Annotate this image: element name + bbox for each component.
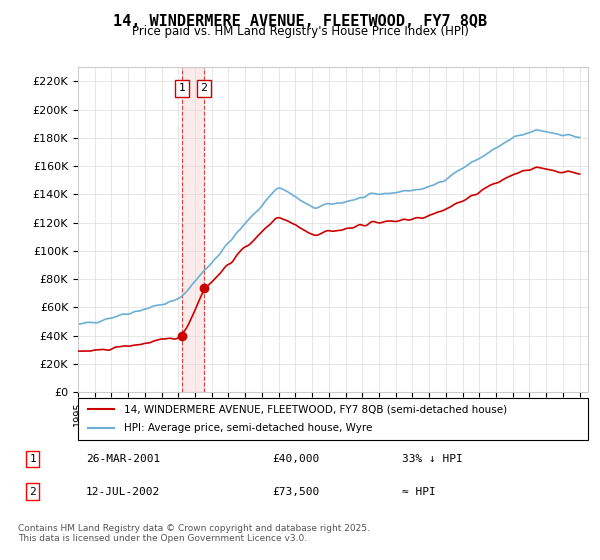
Text: 2: 2 [29,487,36,497]
Text: 14, WINDERMERE AVENUE, FLEETWOOD, FY7 8QB (semi-detached house): 14, WINDERMERE AVENUE, FLEETWOOD, FY7 8Q… [124,404,507,414]
Text: 14, WINDERMERE AVENUE, FLEETWOOD, FY7 8QB: 14, WINDERMERE AVENUE, FLEETWOOD, FY7 8Q… [113,14,487,29]
Text: ≈ HPI: ≈ HPI [401,487,435,497]
Text: 12-JUL-2002: 12-JUL-2002 [86,487,160,497]
Text: 1: 1 [179,83,185,94]
Text: £73,500: £73,500 [272,487,319,497]
Text: 26-MAR-2001: 26-MAR-2001 [86,454,160,464]
FancyBboxPatch shape [78,398,588,440]
Text: £40,000: £40,000 [272,454,319,464]
Bar [182,67,204,392]
Text: Contains HM Land Registry data © Crown copyright and database right 2025.
This d: Contains HM Land Registry data © Crown c… [18,524,370,543]
Text: Price paid vs. HM Land Registry's House Price Index (HPI): Price paid vs. HM Land Registry's House … [131,25,469,38]
Text: HPI: Average price, semi-detached house, Wyre: HPI: Average price, semi-detached house,… [124,423,372,433]
Text: 33% ↓ HPI: 33% ↓ HPI [401,454,462,464]
Text: 1: 1 [29,454,36,464]
Text: 2: 2 [200,83,208,94]
